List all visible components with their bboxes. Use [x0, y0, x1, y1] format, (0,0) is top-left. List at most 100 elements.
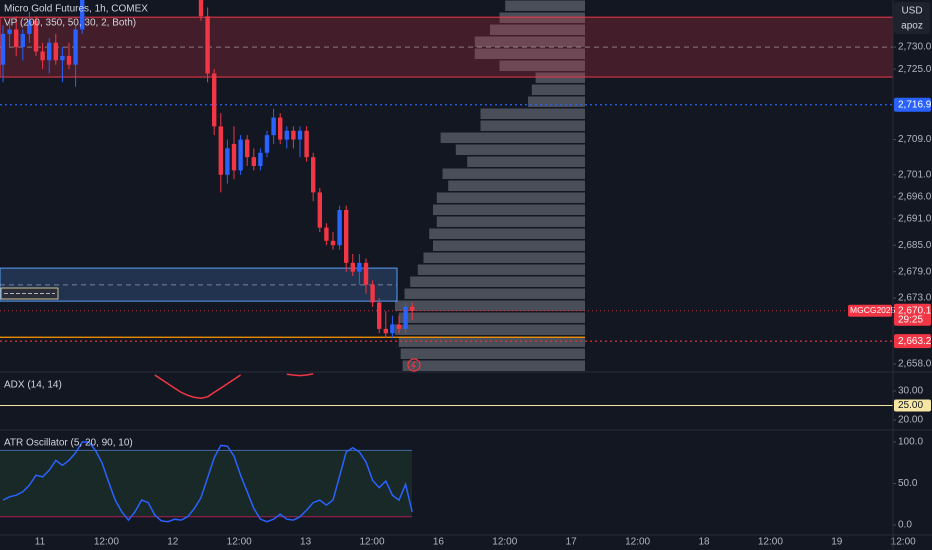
currency[interactable]: USD — [901, 6, 922, 17]
main-pane — [0, 0, 893, 371]
candle-body — [258, 152, 263, 166]
y-tick-label: 2,679.0 — [898, 266, 932, 277]
candle-body — [80, 0, 85, 30]
candle-body — [330, 240, 336, 246]
x-tick-label: 12:00 — [227, 537, 252, 548]
candle-body — [383, 328, 388, 334]
candle-body — [324, 227, 329, 241]
volume-profile-bar — [480, 120, 585, 131]
symbol: MGCG2025 — [850, 305, 896, 315]
volume-profile-bar — [455, 144, 585, 155]
y-tick-label: 2,725.0 — [898, 64, 932, 75]
candle-body — [396, 324, 402, 329]
atr-pane — [0, 441, 413, 523]
candle-body — [363, 262, 369, 285]
candle-body — [20, 33, 25, 48]
candle-body — [0, 33, 6, 65]
y-tick-label: 30.00 — [898, 386, 923, 397]
x-tick-label: 19 — [831, 537, 843, 548]
x-tick-label: 12 — [167, 537, 179, 548]
volume-profile-bar — [505, 0, 585, 11]
candle-body — [47, 42, 52, 61]
y-tick-label: 2,685.0 — [898, 240, 932, 251]
candle-body — [245, 139, 250, 158]
candle-body — [218, 126, 223, 175]
y-tick-label: 2,730.0 — [898, 42, 932, 53]
candle-body — [238, 139, 243, 171]
indicator-line — [2, 441, 413, 523]
candle-body — [337, 209, 342, 246]
volume-profile-bar — [433, 240, 585, 251]
volume-profile-bar — [448, 180, 585, 191]
x-tick-label: 12:00 — [492, 537, 517, 548]
price-label: 2,663.2 — [898, 336, 932, 347]
candle-body — [344, 209, 349, 263]
volume-profile-bar — [474, 48, 585, 59]
price-label-box — [894, 97, 931, 112]
candle-body — [33, 20, 39, 52]
candle-body — [14, 29, 19, 48]
alert-circle[interactable] — [407, 358, 421, 372]
x-tick-label: 12:00 — [625, 537, 650, 548]
volume-profile-bar — [467, 156, 585, 167]
volume-profile-bar — [499, 12, 585, 23]
y-tick-label: 2,658.0 — [898, 359, 932, 370]
candle-body — [205, 16, 210, 74]
x-tick-label: 12:00 — [94, 537, 119, 548]
y-tick-label: 0.0 — [898, 520, 912, 531]
indicator-line — [154, 373, 314, 399]
volume-profile-bar — [474, 36, 585, 47]
volume-profile-bar — [528, 96, 585, 107]
candle-body — [304, 130, 309, 158]
x-tick-label: 12:00 — [359, 537, 384, 548]
candle-body — [40, 51, 45, 61]
price-label: 2,716.9 — [898, 99, 932, 110]
y-tick-label: 2,701.0 — [898, 169, 932, 180]
candle-body — [297, 130, 303, 140]
chart-title: Micro Gold Futures, 1h, COMEX — [4, 4, 148, 15]
volume-profile-bar — [398, 312, 585, 323]
candle-body — [27, 20, 32, 34]
x-tick-label: 17 — [566, 537, 578, 548]
candle-body — [317, 192, 322, 228]
volume-profile-bar — [429, 228, 585, 239]
alert-icon[interactable] — [407, 358, 421, 372]
candle-body — [53, 42, 58, 61]
price-label-box — [894, 334, 931, 349]
y-tick-label: 2,691.0 — [898, 213, 932, 224]
alert-bolt[interactable] — [411, 360, 416, 370]
candle-body — [291, 130, 296, 140]
candle-body — [251, 157, 256, 166]
candle-body — [370, 284, 375, 303]
candle-body — [278, 117, 283, 140]
volume-profile-bar — [436, 192, 585, 203]
volume-profile-bar — [400, 348, 585, 359]
last-price-box — [894, 303, 931, 326]
last-price: 2,670.1 — [898, 305, 932, 316]
volume-profile-bar — [490, 24, 585, 35]
pane-title: ADX (14, 14) — [4, 380, 62, 391]
y-tick-label: 2,696.0 — [898, 191, 932, 202]
y-tick-label: 2,673.0 — [898, 293, 932, 304]
volume-profile-bar — [404, 288, 585, 299]
candle-body — [198, 0, 204, 17]
level-label: 25.00 — [898, 400, 923, 411]
indicator-label: VP (200, 350, 50, 30, 2, Both) — [4, 18, 136, 29]
candle-body — [410, 306, 415, 311]
candle-body — [7, 29, 12, 34]
candle-body — [284, 130, 289, 140]
unit[interactable]: apoz — [901, 21, 923, 32]
y-tick-label: 100.0 — [898, 437, 923, 448]
countdown: 29:25 — [898, 314, 923, 325]
volume-profile-bar — [395, 324, 585, 335]
x-tick-label: 12:00 — [758, 537, 783, 548]
y-tick-label: 2,709.0 — [898, 134, 932, 145]
candle-body — [350, 262, 355, 272]
candle-body — [390, 324, 395, 334]
currency-button[interactable] — [894, 2, 930, 34]
candle-body — [311, 157, 316, 193]
x-tick-label: 18 — [698, 537, 710, 548]
y-tick-label: 20.00 — [898, 415, 923, 426]
